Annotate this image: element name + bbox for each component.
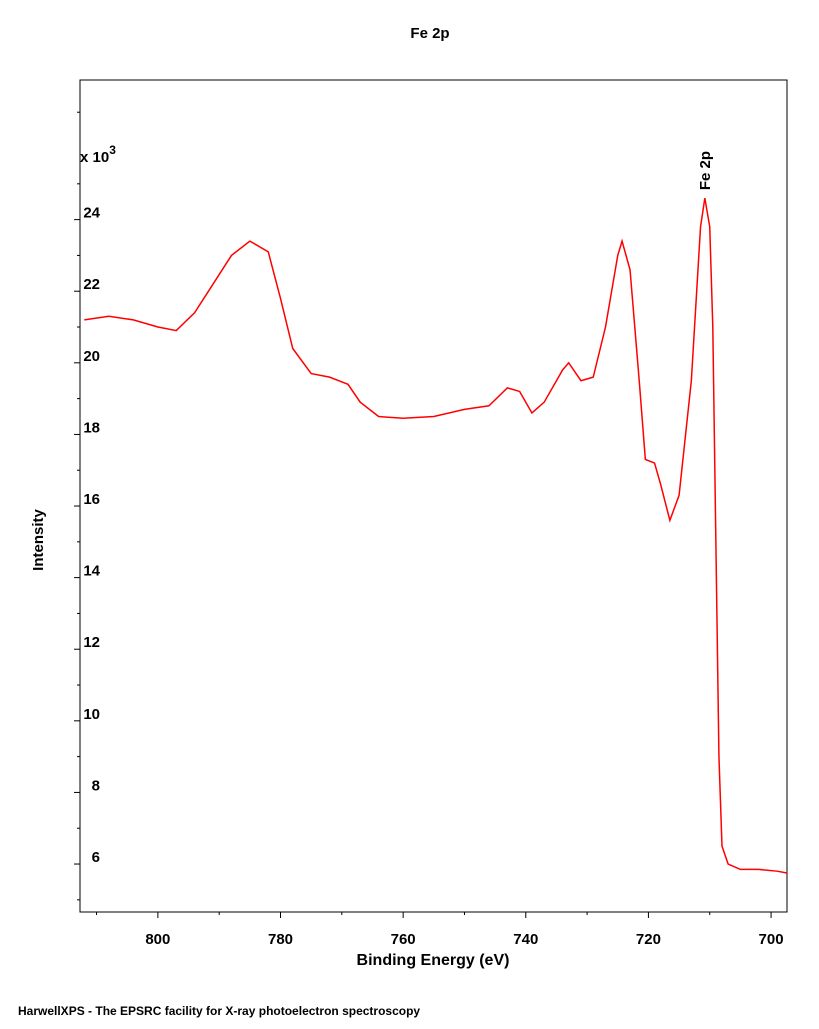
peak-annotation: Fe 2p [697, 151, 714, 190]
y-tick-label: 10 [83, 706, 100, 723]
y-scale-base: x 10 [80, 149, 109, 166]
x-tick-label: 700 [759, 931, 784, 948]
x-tick-label: 720 [636, 931, 661, 948]
x-tick-label: 800 [145, 931, 170, 948]
y-tick-label: 6 [92, 849, 100, 866]
y-tick-label: 22 [83, 276, 100, 293]
y-scale-exponent: 3 [109, 143, 116, 157]
y-tick-label: 14 [83, 563, 100, 580]
x-tick-label: 740 [513, 931, 538, 948]
y-tick-label: 8 [92, 777, 100, 794]
y-axis-label: Intensity [30, 509, 47, 571]
y-tick-label: 12 [83, 634, 100, 651]
chart-title: Fe 2p [410, 25, 449, 42]
spectrum-line [84, 198, 788, 874]
y-tick-label: 24 [83, 205, 100, 222]
y-scale-label: x 103 [80, 143, 116, 166]
x-tick-label: 760 [391, 931, 416, 948]
x-tick-label: 780 [268, 931, 293, 948]
y-tick-label: 18 [83, 419, 100, 436]
y-tick-label: 20 [83, 348, 100, 365]
footer: HarwellXPS - The EPSRC facility for X-ra… [18, 1004, 420, 1018]
y-tick-label: 16 [83, 491, 100, 508]
x-axis-label: Binding Energy (eV) [357, 952, 510, 969]
plot-frame [79, 79, 788, 913]
